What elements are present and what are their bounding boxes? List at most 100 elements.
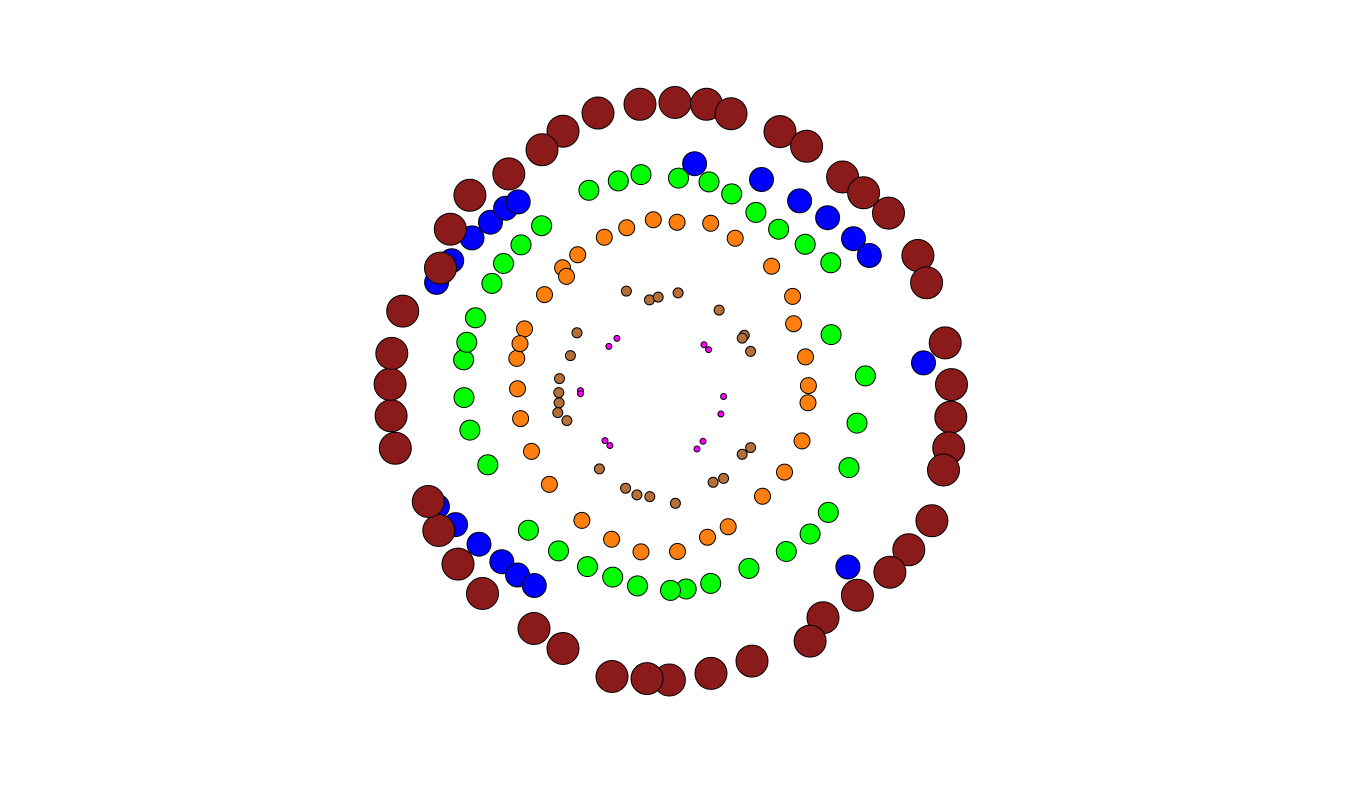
point-s4-3 [630, 164, 652, 186]
point-s6-42 [433, 212, 467, 246]
point-s6-2 [581, 96, 615, 130]
point-s3-13 [793, 432, 811, 450]
point-s6-21 [873, 555, 907, 589]
point-s6-19 [915, 504, 949, 538]
point-s6-24 [793, 624, 827, 658]
point-s4-16 [799, 523, 821, 545]
point-s2-7 [745, 345, 757, 357]
point-s3-3 [644, 211, 662, 229]
point-s6-43 [453, 178, 487, 212]
point-s3-2 [618, 219, 636, 237]
point-s3-15 [754, 487, 771, 505]
point-s5-14 [521, 573, 547, 598]
point-s4-31 [465, 307, 486, 329]
point-s3-20 [603, 530, 621, 548]
point-s6-3 [623, 87, 657, 121]
point-s1-11 [699, 437, 707, 445]
point-s2-9 [571, 327, 583, 339]
point-s5-8 [835, 554, 861, 580]
point-s6-36 [378, 431, 412, 465]
point-s4-21 [660, 579, 681, 601]
point-s3-23 [523, 442, 540, 460]
point-s2-8 [736, 332, 748, 344]
point-s4-4 [668, 167, 689, 189]
point-s6-15 [935, 368, 968, 402]
point-s4-1 [578, 179, 600, 201]
data-points-layer [373, 86, 968, 697]
point-s5-6 [856, 243, 882, 268]
point-s1-6 [606, 442, 614, 449]
point-s6-25 [735, 644, 769, 678]
point-s3-25 [509, 380, 526, 398]
point-s6-29 [595, 660, 629, 693]
point-s6-31 [517, 612, 551, 645]
point-s6-44 [492, 157, 526, 191]
point-s4-34 [531, 215, 553, 237]
point-s6-18 [927, 453, 960, 487]
point-s6-40 [386, 294, 420, 328]
point-s3-32 [511, 335, 529, 353]
point-s5-5 [841, 226, 866, 252]
point-s6-1 [546, 114, 580, 148]
point-s2-1 [620, 285, 632, 297]
point-s3-21 [573, 511, 591, 529]
point-s2-17 [620, 482, 632, 494]
point-s4-5 [698, 171, 720, 193]
point-s3-16 [719, 518, 737, 536]
point-s4-27 [477, 454, 499, 476]
point-s2-18 [631, 489, 643, 501]
point-s6-28 [630, 662, 664, 696]
point-s6-30 [546, 632, 580, 665]
point-s3-9 [785, 315, 803, 333]
point-s4-29 [453, 387, 475, 409]
point-s6-45 [525, 133, 559, 167]
series-4 [453, 164, 876, 601]
point-s4-22 [627, 575, 648, 597]
point-s6-39 [375, 336, 409, 370]
point-s2-3 [652, 291, 664, 303]
point-s4-33 [510, 234, 532, 256]
point-s1-2 [605, 342, 613, 350]
point-s3-31 [558, 267, 575, 285]
point-s5-4 [815, 205, 841, 231]
point-s6-11 [872, 196, 905, 230]
point-s6-34 [422, 514, 456, 547]
point-s6-35 [411, 485, 445, 518]
point-s2-14 [552, 407, 564, 419]
point-s2-19 [644, 491, 656, 503]
point-s2-22 [736, 448, 748, 460]
point-s3-19 [632, 543, 650, 561]
point-s4-17 [775, 541, 797, 562]
point-s6-22 [840, 578, 874, 612]
point-s4-8 [768, 218, 790, 240]
point-s4-15 [817, 501, 839, 523]
point-s4-24 [577, 556, 598, 578]
point-s3-7 [763, 257, 781, 275]
point-s1-10 [717, 410, 725, 418]
point-s5-7 [911, 350, 936, 376]
point-s5-2 [749, 167, 774, 192]
point-s3-1 [595, 228, 613, 246]
point-s4-10 [820, 252, 842, 274]
point-s4-2 [607, 170, 629, 192]
point-s4-7 [745, 201, 767, 223]
point-s6-20 [892, 533, 926, 567]
point-s6-4 [658, 86, 692, 119]
point-s4-11 [820, 324, 842, 346]
point-s2-16 [593, 463, 605, 475]
point-s2-11 [554, 373, 565, 385]
point-s3-26 [508, 349, 526, 367]
point-s4-30 [453, 349, 475, 371]
point-s2-10 [564, 350, 576, 362]
series-6 [373, 86, 968, 697]
point-s4-25 [548, 540, 569, 562]
point-s4-12 [854, 365, 876, 387]
point-s2-4 [672, 287, 684, 299]
point-s3-10 [797, 348, 814, 366]
point-s4-13 [846, 412, 868, 434]
point-s5-1 [682, 151, 708, 177]
point-s4-26 [517, 519, 539, 541]
point-s4-14 [838, 457, 860, 479]
point-s6-26 [694, 656, 728, 690]
point-s3-8 [784, 287, 802, 305]
